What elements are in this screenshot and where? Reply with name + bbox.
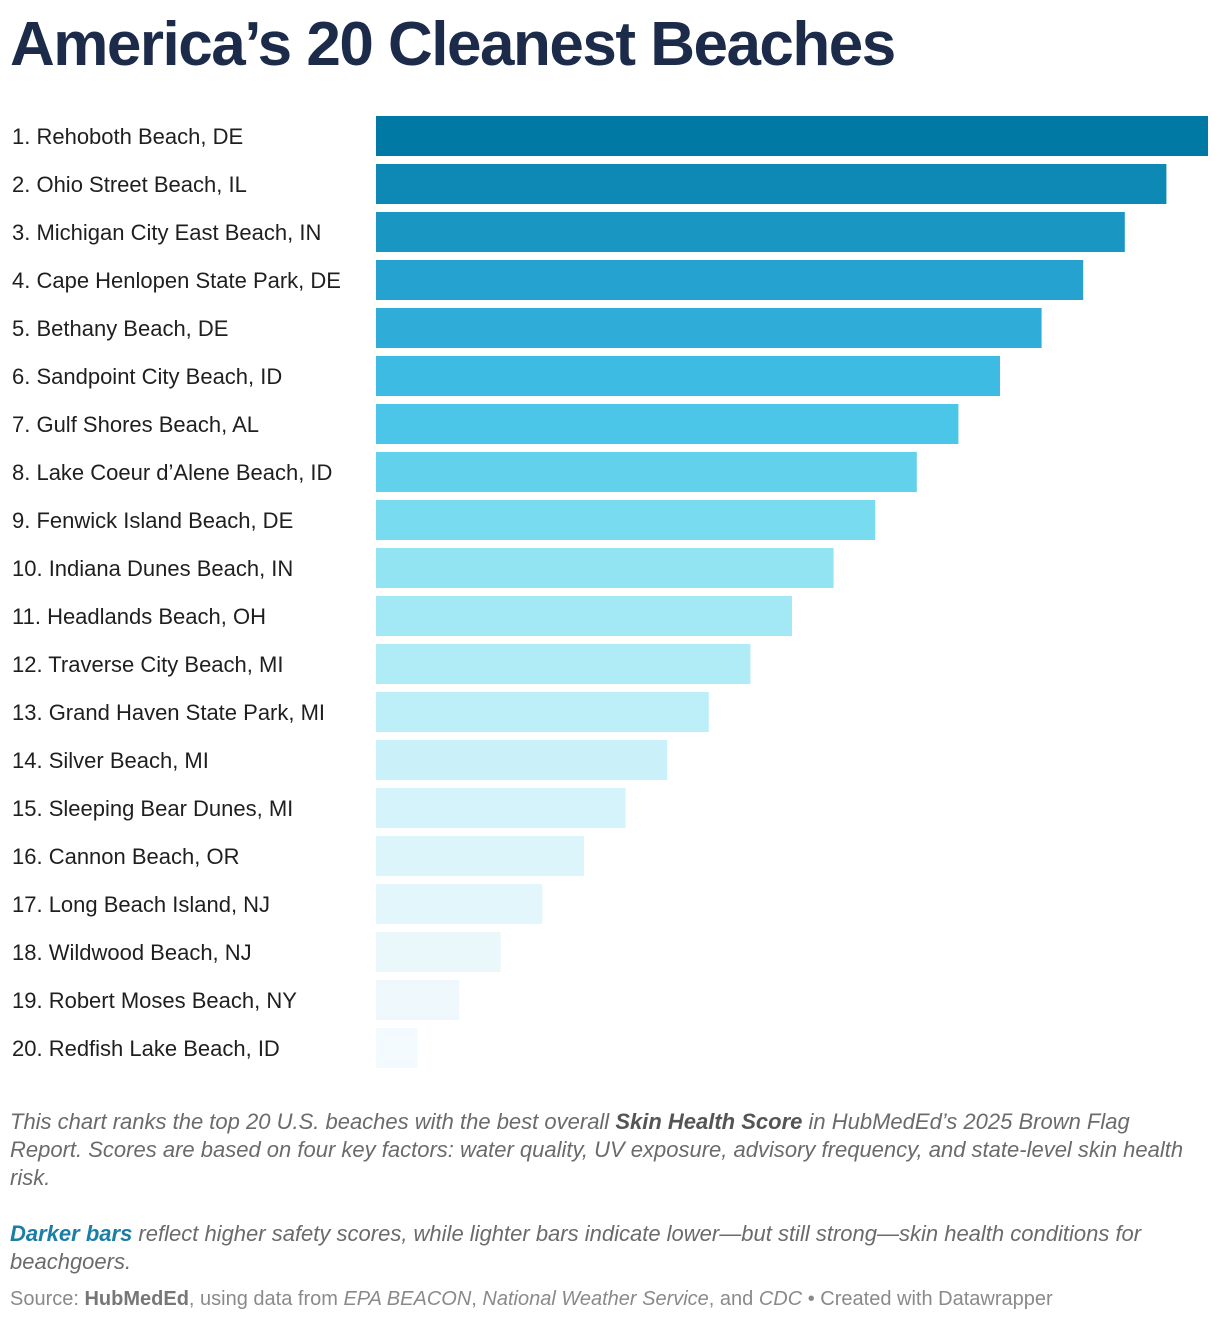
category-label: 9. Fenwick Island Beach, DE — [12, 508, 293, 533]
category-label: 1. Rehoboth Beach, DE — [12, 124, 243, 149]
source-line: Source: HubMedEd, using data from EPA BE… — [10, 1286, 1053, 1312]
color-note-text: reflect higher safety scores, while ligh… — [10, 1221, 1142, 1274]
category-label: 15. Sleeping Bear Dunes, MI — [12, 796, 293, 821]
category-label: 12. Traverse City Beach, MI — [12, 652, 283, 677]
source-prefix: Source: — [10, 1288, 85, 1310]
category-label: 6. Sandpoint City Beach, ID — [12, 364, 282, 389]
description-text-start: This chart ranks the top 20 U.S. beaches… — [10, 1109, 616, 1134]
color-note-emphasis: Darker bars — [10, 1221, 133, 1246]
description-emphasis: Skin Health Score — [615, 1109, 803, 1134]
category-label: 3. Michigan City East Beach, IN — [12, 220, 321, 245]
bar — [376, 260, 1084, 300]
source-mid: , using data from — [188, 1288, 344, 1310]
category-label: 14. Silver Beach, MI — [12, 748, 209, 773]
bar — [376, 356, 1000, 396]
source-dataset-epa: EPA BEACON — [343, 1288, 472, 1310]
bar — [376, 164, 1167, 204]
bar — [376, 548, 834, 588]
category-label: 10. Indiana Dunes Beach, IN — [12, 556, 293, 581]
bar — [376, 452, 917, 492]
category-label: 18. Wildwood Beach, NJ — [12, 940, 252, 965]
bar — [376, 308, 1042, 348]
category-label: 7. Gulf Shores Beach, AL — [12, 412, 259, 437]
bar — [376, 692, 709, 732]
bar — [376, 596, 792, 636]
bar — [376, 116, 1208, 156]
category-label: 8. Lake Coeur d’Alene Beach, ID — [12, 460, 332, 485]
chart-description: This chart ranks the top 20 U.S. beaches… — [10, 1108, 1195, 1192]
bar — [376, 740, 668, 780]
category-label: 13. Grand Haven State Park, MI — [12, 700, 325, 725]
category-label: 11. Headlands Beach, OH — [12, 604, 266, 629]
source-sep-2: , and — [708, 1288, 759, 1310]
source-publisher: HubMedEd — [84, 1288, 189, 1310]
bar — [376, 500, 876, 540]
bar — [376, 404, 959, 444]
category-label: 17. Long Beach Island, NJ — [12, 892, 270, 917]
source-sep-1: , — [471, 1288, 483, 1310]
bar — [376, 644, 751, 684]
category-label: 5. Bethany Beach, DE — [12, 316, 228, 341]
bar — [376, 980, 460, 1020]
bar — [376, 1028, 418, 1068]
category-label: 19. Robert Moses Beach, NY — [12, 988, 297, 1013]
chart-title: America’s 20 Cleanest Beaches — [10, 10, 896, 79]
bar — [376, 836, 584, 876]
chart-color-note: Darker bars reflect higher safety scores… — [10, 1220, 1195, 1276]
category-label: 16. Cannon Beach, OR — [12, 844, 239, 869]
bar-chart: 1. Rehoboth Beach, DE 2. Ohio Street Beac… — [12, 116, 1208, 1068]
bar — [376, 212, 1125, 252]
source-dataset-cdc: CDC — [758, 1288, 803, 1310]
category-label: 4. Cape Henlopen State Park, DE — [12, 268, 341, 293]
source-suffix: • Created with Datawrapper — [802, 1288, 1053, 1310]
bar — [376, 932, 501, 972]
description-text-end: in HubMedEd’s 2025 Brown Flag Report. Sc… — [10, 1109, 1184, 1190]
source-dataset-nws: National Weather Service — [482, 1288, 709, 1310]
category-label: 20. Redfish Lake Beach, ID — [12, 1036, 280, 1061]
bar — [376, 788, 626, 828]
bar — [376, 884, 543, 924]
category-label: 2. Ohio Street Beach, IL — [12, 172, 247, 197]
